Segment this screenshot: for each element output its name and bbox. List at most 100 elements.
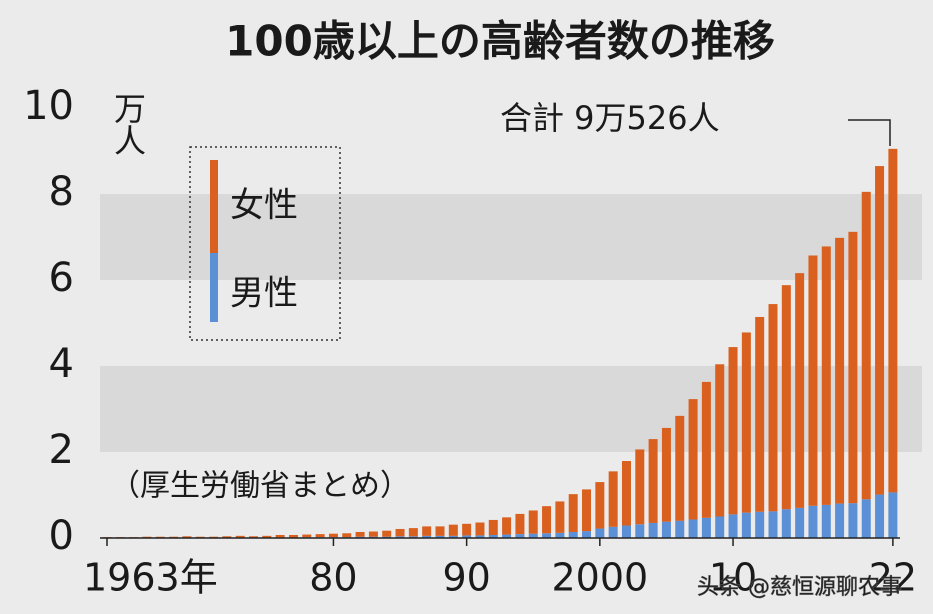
bar-segment — [262, 535, 272, 538]
bar-segment — [701, 381, 711, 518]
bar-segment — [715, 516, 725, 538]
bar-segment — [661, 427, 671, 522]
legend-swatch — [210, 160, 218, 253]
y-tick-label: 10 — [23, 83, 74, 129]
bar-segment — [462, 523, 472, 536]
bar-segment — [515, 534, 525, 538]
y-tick-label: 6 — [49, 255, 74, 301]
bar-segment — [475, 522, 485, 536]
bar-segment — [275, 534, 285, 538]
bar-segment — [755, 316, 765, 512]
bar-segment — [715, 364, 725, 517]
bar-segment — [555, 532, 565, 538]
bar-segment — [688, 399, 698, 520]
bar-segment — [315, 534, 325, 538]
bar-segment — [355, 531, 365, 537]
bar-segment — [488, 519, 498, 535]
bar-segment — [741, 512, 751, 538]
bar-segment — [861, 191, 871, 500]
bar-segment — [728, 514, 738, 538]
bar-segment — [768, 511, 778, 538]
bar-segment — [235, 535, 245, 538]
annotation-leader — [848, 119, 891, 146]
bar-segment — [675, 520, 685, 538]
bar-segment — [795, 507, 805, 538]
bar-segment — [848, 503, 858, 538]
bar-segment — [608, 526, 618, 538]
bar-segment — [328, 533, 338, 538]
y-unit: 万人 — [109, 92, 147, 156]
bar-segment — [408, 528, 418, 537]
bar-segment — [582, 531, 592, 538]
bar-segment — [755, 511, 765, 538]
legend-box — [189, 146, 341, 341]
bar-segment — [502, 534, 512, 538]
bar-segment — [568, 531, 578, 538]
bar-segment — [249, 536, 259, 538]
bar-segment — [875, 494, 885, 538]
bar-segment — [582, 489, 592, 532]
bar-segment — [448, 524, 458, 536]
bar-segment — [808, 255, 818, 506]
bar-segment — [515, 513, 525, 535]
bar-segment — [635, 524, 645, 538]
bar-segment — [222, 536, 232, 538]
grid-band — [100, 194, 922, 280]
bar-segment — [648, 522, 658, 538]
y-tick-label: 2 — [49, 427, 74, 473]
x-tick-label: 2000 — [551, 556, 648, 600]
bar-segment — [302, 534, 312, 538]
bar-segment — [422, 535, 432, 538]
y-tick-label: 0 — [49, 513, 74, 559]
bar-segment — [528, 510, 538, 534]
bar-segment — [595, 482, 605, 529]
source-note: （厚生労働省まとめ） — [110, 469, 410, 504]
bar-segment — [422, 526, 432, 536]
bar-segment — [688, 519, 698, 538]
x-tick-label: 80 — [309, 556, 357, 600]
bar-segment — [821, 504, 831, 538]
legend-label: 男性 — [230, 274, 298, 314]
bar-segment — [795, 273, 805, 508]
bar-segment — [888, 492, 898, 538]
total-annotation: 合計 9万526人 — [500, 99, 720, 137]
bar-segment — [781, 285, 791, 510]
bar-segment — [462, 535, 472, 538]
bar-segment — [382, 530, 392, 537]
bar-segment — [701, 517, 711, 538]
bar-segment — [741, 332, 751, 513]
bar-segment — [288, 534, 298, 538]
bar-segment — [169, 536, 179, 538]
bar-segment — [408, 536, 418, 538]
x-tick-label: 22 — [869, 556, 917, 600]
bar-segment — [502, 517, 512, 535]
bar-segment — [195, 536, 205, 538]
bar-segment — [675, 415, 685, 521]
chart-title: 100歳以上の高齢者数の推移 — [225, 17, 775, 66]
bar-segment — [595, 528, 605, 538]
bar-segment — [435, 535, 445, 538]
bar-segment — [368, 531, 378, 537]
x-tick-label: 10 — [709, 556, 757, 600]
bar-segment — [435, 526, 445, 536]
bar-segment — [875, 166, 885, 495]
x-tick-label: 90 — [442, 556, 490, 600]
bar-segment — [528, 533, 538, 538]
legend-label: 女性 — [230, 186, 298, 226]
y-tick-label: 4 — [49, 341, 74, 387]
bar-segment — [395, 536, 405, 538]
y-tick-label: 8 — [49, 169, 74, 215]
bar-segment — [848, 231, 858, 504]
bar-segment — [395, 528, 405, 537]
bar-segment — [861, 499, 871, 538]
bar-segment — [555, 501, 565, 533]
bar-segment — [342, 533, 352, 538]
bar-segment — [635, 449, 645, 525]
bar-segment — [182, 536, 192, 538]
bar-segment — [621, 525, 631, 538]
bar-segment — [781, 509, 791, 538]
bar-segment — [661, 521, 671, 538]
x-tick-label: 1963年 — [83, 556, 218, 600]
bar-segment — [475, 535, 485, 538]
bar-segment — [835, 503, 845, 538]
